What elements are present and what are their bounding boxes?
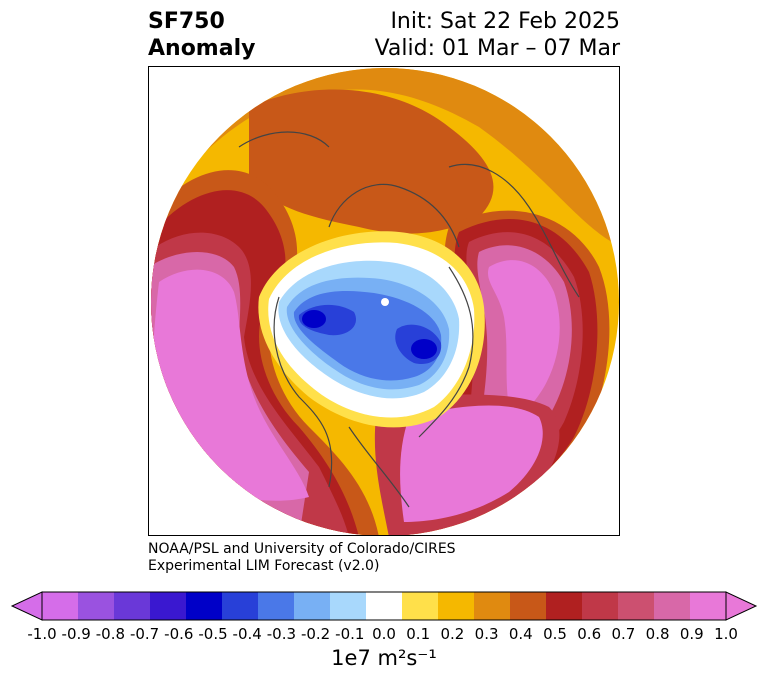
colorbar-cell xyxy=(114,592,151,620)
colorbar-cell xyxy=(474,592,511,620)
colorbar-tick-label: 0.4 xyxy=(508,625,533,643)
coastline xyxy=(238,131,330,148)
colorbar-units: 1e7 m²s⁻¹ xyxy=(331,646,437,670)
colorbar-cell xyxy=(294,592,331,620)
colorbar-cell xyxy=(42,592,79,620)
coastline xyxy=(328,183,460,248)
colorbar-cell xyxy=(150,592,187,620)
colorbar-cell xyxy=(618,592,655,620)
colorbar-cell xyxy=(510,592,547,620)
valid-range: Valid: 01 Mar – 07 Mar xyxy=(374,36,620,61)
colorbar-tick-label: -0.5 xyxy=(198,625,228,643)
colorbar-tick-label: -0.4 xyxy=(232,625,262,643)
colorbar-cell xyxy=(78,592,115,620)
colorbar-tick-label: -0.1 xyxy=(335,625,365,643)
colorbar-tick-label: 0.3 xyxy=(474,625,499,643)
colorbar-cell xyxy=(654,592,691,620)
coastline xyxy=(273,296,333,488)
colorbar-cell xyxy=(438,592,475,620)
title-right: Init: Sat 22 Feb 2025 Valid: 01 Mar – 07… xyxy=(375,8,620,62)
colorbar-cell xyxy=(546,592,583,620)
pole-marker xyxy=(381,298,389,306)
colorbar-tick-label: -0.8 xyxy=(95,625,126,643)
colorbar-cell xyxy=(366,592,403,620)
colorbar-tick-label: 0.9 xyxy=(679,625,704,643)
colorbar-tick-label: 1.0 xyxy=(714,625,738,643)
colorbar-tick-label: 0.2 xyxy=(440,625,465,643)
colorbar-cell xyxy=(258,592,295,620)
colorbar-tick-label: -0.3 xyxy=(266,625,297,643)
colorbar-frame xyxy=(41,591,727,621)
colorbar-tick-label: 0.6 xyxy=(577,625,602,643)
colorbar-cell xyxy=(690,592,727,620)
colorbar-tick-label: -0.9 xyxy=(61,625,91,643)
colorbar xyxy=(10,591,758,621)
anomaly-fill xyxy=(487,260,560,415)
anomaly-minimum xyxy=(302,310,326,328)
field-kind: Anomaly xyxy=(148,36,256,61)
coastline xyxy=(348,426,410,508)
colorbar-cell xyxy=(330,592,367,620)
colorbar-tick-label: 0.1 xyxy=(406,625,431,643)
colorbar-tick-label: -0.7 xyxy=(129,625,160,643)
polar-map xyxy=(151,68,619,535)
colorbar-cell xyxy=(222,592,259,620)
colorbar-cell xyxy=(582,592,619,620)
anomaly-fill xyxy=(151,68,619,247)
colorbar-tick-label: -0.6 xyxy=(164,625,194,643)
colorbar-cell xyxy=(186,592,223,620)
credits-line1: NOAA/PSL and University of Colorado/CIRE… xyxy=(148,541,456,557)
coastline xyxy=(418,266,474,438)
colorbar-tick-label: -1.0 xyxy=(27,625,57,643)
coastline xyxy=(448,163,580,298)
colorbar-tick-label: 0.7 xyxy=(611,625,636,643)
colorbar-tick-label: 0.0 xyxy=(372,625,396,643)
colorbar-under-arrow xyxy=(10,591,43,621)
anomaly-fill xyxy=(249,89,494,234)
map-panel xyxy=(148,66,620,536)
anomaly-minimum xyxy=(411,339,437,359)
anomaly-fill xyxy=(400,405,543,522)
title-left: SF750 Anomaly xyxy=(148,8,255,62)
colorbar-tick-label: 0.8 xyxy=(645,625,670,643)
credits: NOAA/PSL and University of Colorado/CIRE… xyxy=(148,541,456,575)
credits-line2: Experimental LIM Forecast (v2.0) xyxy=(148,558,380,574)
colorbar-tick-label: 0.5 xyxy=(543,625,567,643)
init-date: Init: Sat 22 Feb 2025 xyxy=(390,9,620,34)
colorbar-tick-label: -0.2 xyxy=(300,625,331,643)
colorbar-over-arrow xyxy=(725,591,758,621)
colorbar-ticks: -1.0 -0.9 -0.8 -0.7 -0.6 -0.5 -0.4 -0.3 -0.2 -0.1… xyxy=(0,625,768,645)
colorbar-cell xyxy=(402,592,439,620)
variable-name: SF750 xyxy=(148,9,225,34)
